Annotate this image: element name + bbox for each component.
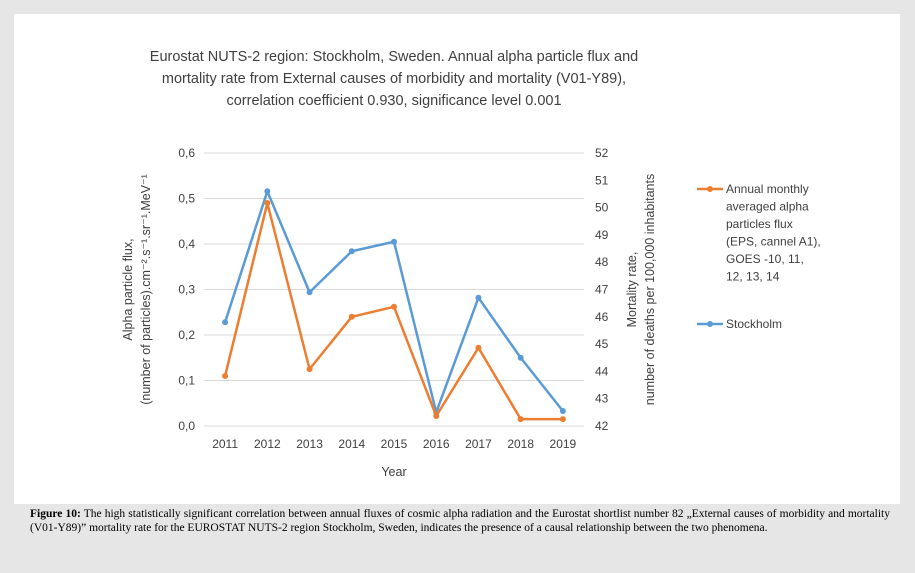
y-right-tick-label: 46	[595, 310, 609, 324]
y-right-tick-label: 52	[595, 146, 609, 160]
x-tick-label: 2018	[507, 437, 534, 451]
data-point	[391, 303, 397, 310]
data-point	[264, 200, 271, 207]
legend-label: 12, 13, 14	[726, 270, 780, 284]
y-right-tick-label: 48	[595, 255, 609, 269]
y-right-tick-label: 44	[595, 364, 609, 378]
y-right-tick-label: 50	[595, 201, 609, 215]
x-tick-label: 2013	[296, 437, 323, 451]
legend-label: particles flux	[726, 217, 793, 231]
data-point	[517, 416, 524, 423]
x-tick-label: 2014	[338, 437, 365, 451]
y-left-tick-label: 0,2	[178, 328, 195, 342]
y-left-tick-label: 0,6	[178, 146, 195, 160]
caption-text: The high statistically significant corre…	[30, 508, 890, 534]
x-tick-label: 2015	[381, 437, 408, 451]
chart-title-line: mortality rate from External causes of m…	[162, 71, 626, 87]
data-point	[306, 366, 313, 373]
y-right-axis-title: Mortality rate,	[625, 252, 639, 328]
data-point	[559, 416, 566, 423]
data-point	[348, 248, 355, 255]
legend-label: Annual monthly	[726, 182, 809, 196]
data-point	[222, 319, 229, 326]
caption-label: Figure 10:	[30, 508, 81, 520]
y-right-tick-label: 43	[595, 392, 609, 406]
legend-swatch-marker	[707, 186, 713, 192]
y-right-tick-label: 42	[595, 419, 609, 433]
data-point	[222, 372, 229, 379]
chart-title-line: Eurostat NUTS-2 region: Stockholm, Swede…	[150, 49, 638, 65]
y-left-tick-label: 0,5	[178, 192, 195, 206]
y-left-tick-label: 0,1	[178, 374, 195, 388]
legend-label: GOES -10, 11,	[726, 252, 804, 266]
x-axis-title: Year	[381, 465, 406, 479]
data-point	[391, 238, 397, 245]
x-tick-label: 2017	[465, 437, 492, 451]
data-point	[475, 344, 482, 351]
x-tick-label: 2016	[423, 437, 450, 451]
y-left-axis-title: Alpha particle flux,	[121, 238, 135, 340]
data-point	[559, 407, 566, 414]
y-right-tick-label: 51	[595, 173, 609, 187]
data-point	[475, 294, 482, 301]
figure-caption: Figure 10: The high statistically signif…	[30, 507, 890, 535]
x-tick-label: 2011	[212, 437, 238, 451]
chart-panel: Eurostat NUTS-2 region: Stockholm, Swede…	[14, 14, 900, 504]
y-left-tick-label: 0,4	[178, 237, 195, 251]
data-point	[264, 188, 271, 195]
y-left-axis-title: (number of particles).cm⁻².s⁻¹.sr⁻¹.MeV⁻…	[139, 174, 153, 405]
series-line-0	[223, 201, 563, 421]
y-right-tick-label: 47	[595, 283, 609, 297]
legend-label: Stockholm	[726, 317, 782, 331]
y-left-tick-label: 0,3	[178, 283, 195, 297]
line-chart: Eurostat NUTS-2 region: Stockholm, Swede…	[121, 49, 821, 479]
legend-label: (EPS, cannel A1),	[726, 235, 821, 249]
data-point	[433, 412, 440, 419]
series-line-1	[223, 189, 564, 414]
y-right-tick-label: 49	[595, 228, 609, 242]
y-right-tick-label: 45	[595, 337, 609, 351]
chart-title-line: correlation coefficient 0.930, significa…	[226, 93, 561, 109]
y-left-tick-label: 0,0	[178, 419, 195, 433]
data-point	[306, 289, 313, 296]
x-tick-label: 2019	[550, 437, 577, 451]
legend-label: averaged alpha	[726, 200, 809, 214]
data-point	[517, 354, 524, 361]
data-point	[348, 313, 355, 320]
y-right-axis-title: number of deaths per 100,000 inhabitants	[643, 174, 657, 405]
x-tick-label: 2012	[254, 437, 281, 451]
legend-swatch-marker	[707, 321, 713, 327]
